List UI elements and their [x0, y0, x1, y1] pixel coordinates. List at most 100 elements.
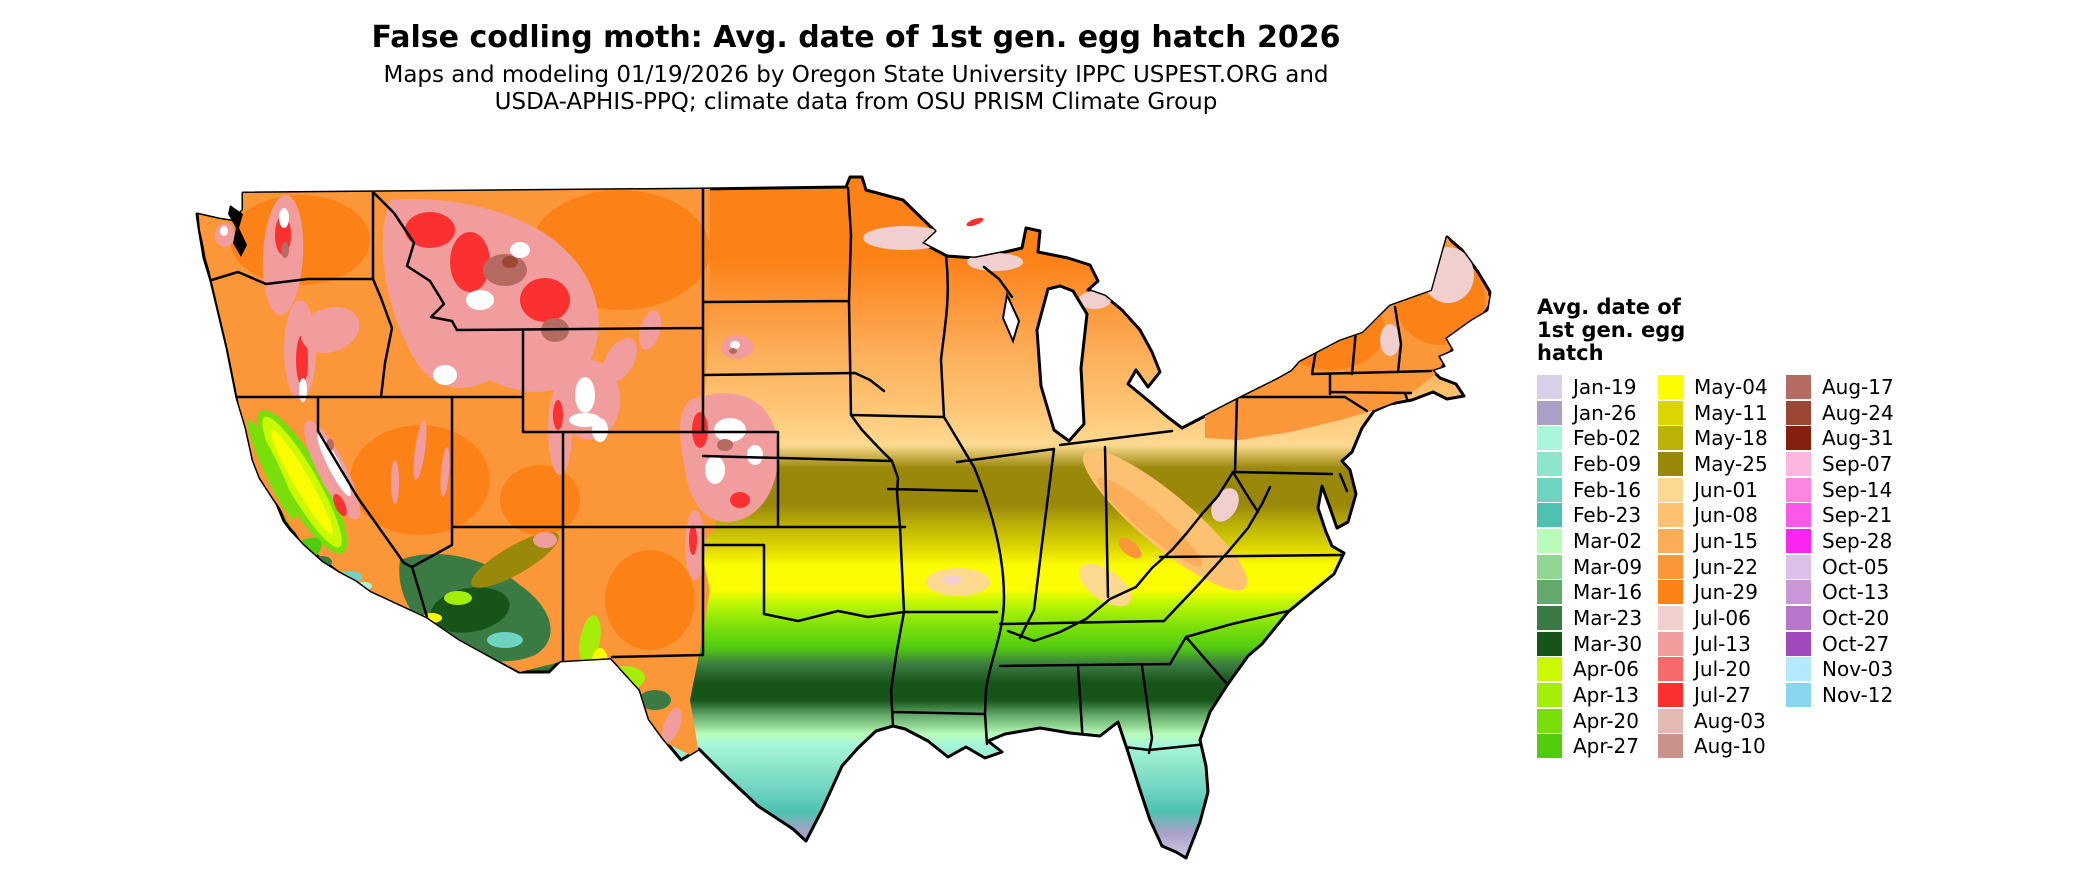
- legend-label: Sep-28: [1822, 528, 1893, 553]
- legend-label: Jun-08: [1694, 503, 1758, 528]
- terrain-blob: [533, 532, 557, 548]
- legend-row: Aug-31: [1786, 425, 1894, 451]
- terrain-blob: [605, 550, 695, 650]
- terrain-blob: [446, 646, 474, 658]
- legend-row: Apr-27: [1537, 734, 1642, 760]
- legend-swatch: [1658, 477, 1683, 502]
- legend-row: Oct-20: [1786, 605, 1894, 631]
- legend-swatch: [1537, 554, 1562, 579]
- legend-label: Feb-16: [1573, 477, 1642, 502]
- terrain-blob: [639, 310, 661, 350]
- legend-label: Aug-24: [1822, 400, 1894, 425]
- terrain-blob: [1079, 291, 1111, 309]
- terrain-blob: [247, 420, 297, 520]
- legend-row: Mar-30: [1537, 631, 1642, 657]
- legend-swatch: [1537, 528, 1562, 553]
- legend-column-1: Jan-19 Jan-26 Feb-02 Feb-09 Feb-16 Feb-23 Mar-…: [1537, 374, 1642, 759]
- legend-row: Sep-21: [1786, 502, 1894, 528]
- legend-row: Apr-13: [1537, 682, 1642, 708]
- legend-label: May-11: [1694, 400, 1768, 425]
- green-bay: [1001, 291, 1021, 344]
- legend-row: Mar-23: [1537, 605, 1642, 631]
- legend-label: Aug-31: [1822, 426, 1894, 451]
- terrain-blob: [729, 348, 737, 354]
- legend-title-line-2: 1st gen. egg: [1537, 318, 1686, 342]
- terrain-blob: [510, 242, 530, 258]
- legend-row: Feb-02: [1537, 425, 1642, 451]
- terrain-blob: [413, 420, 427, 480]
- legend-label: Sep-14: [1822, 477, 1893, 502]
- terrain-blob: [705, 456, 725, 484]
- legend-row: May-25: [1658, 451, 1768, 477]
- legend-label: Jun-22: [1694, 554, 1758, 579]
- terrain-blob: [317, 433, 351, 497]
- terrain-blob: [333, 493, 347, 517]
- legend-swatch: [1786, 503, 1811, 528]
- legend-swatch: [1537, 426, 1562, 451]
- legend-row: Jul-13: [1658, 631, 1768, 657]
- legend-row: Jun-01: [1658, 477, 1768, 503]
- legend-label: Mar-30: [1573, 631, 1643, 656]
- legend-label: Nov-03: [1822, 657, 1894, 682]
- legend-row: Sep-07: [1786, 451, 1894, 477]
- terrain-blob: [220, 226, 228, 236]
- legend-swatch: [1786, 451, 1811, 476]
- terrain-blob: [487, 632, 523, 648]
- legend-label: Oct-05: [1822, 554, 1890, 579]
- legend-swatch: [1537, 503, 1562, 528]
- legend-swatch: [1658, 683, 1683, 708]
- legend-swatch: [1658, 580, 1683, 605]
- legend-label: Jun-01: [1694, 477, 1758, 502]
- legend-row: Apr-20: [1537, 708, 1642, 734]
- legend-label: Apr-27: [1573, 734, 1639, 759]
- legend-label: Jul-13: [1694, 631, 1751, 656]
- terrain-blob: [502, 256, 518, 268]
- terrain-blob: [350, 425, 490, 535]
- legend-column-2: May-04 May-11 May-18 May-25 Jun-01 Jun-08 Jun-…: [1658, 374, 1768, 759]
- legend-row: Nov-12: [1786, 682, 1894, 708]
- legend-swatch: [1658, 400, 1683, 425]
- legend-row: Jun-08: [1658, 502, 1768, 528]
- legend-label: May-04: [1694, 374, 1768, 399]
- legend-swatch: [1537, 477, 1562, 502]
- legend-label: Feb-09: [1573, 451, 1642, 476]
- legend-row: Aug-10: [1658, 734, 1768, 760]
- legend-label: Jun-15: [1694, 528, 1758, 553]
- terrain-blob: [444, 591, 472, 605]
- terrain-blob: [942, 575, 962, 585]
- legend-swatch: [1658, 451, 1683, 476]
- legend-row: Jun-22: [1658, 554, 1768, 580]
- page-title: False codling moth: Avg. date of 1st gen…: [371, 20, 1341, 55]
- legend-row: Mar-16: [1537, 580, 1642, 606]
- terrain-blob: [450, 232, 490, 292]
- terrain-blob: [605, 666, 645, 690]
- terrain-blob: [592, 648, 608, 676]
- legend-row: Aug-03: [1658, 708, 1768, 734]
- legend-label: Mar-23: [1573, 606, 1643, 631]
- legend-row: Jul-20: [1658, 657, 1768, 683]
- legend-swatch: [1658, 631, 1683, 656]
- legend-swatch: [1658, 374, 1683, 399]
- legend-swatch: [1537, 606, 1562, 631]
- terrain-blob: [440, 447, 450, 497]
- terrain-blob: [281, 242, 289, 258]
- legend-row: Aug-24: [1786, 400, 1894, 426]
- legend-swatch: [1537, 708, 1562, 733]
- terrain-blob: [575, 377, 595, 413]
- legend-label: Oct-13: [1822, 580, 1890, 605]
- legend-swatch: [1786, 400, 1811, 425]
- legend-label: Aug-17: [1822, 374, 1894, 399]
- terrain-blob: [730, 492, 750, 508]
- isle-royale: [966, 217, 984, 227]
- legend-column-3: Aug-17 Aug-24 Aug-31 Sep-07 Sep-14 Sep-21 Sep-…: [1786, 374, 1894, 708]
- legend-swatch: [1658, 426, 1683, 451]
- legend-row: Apr-06: [1537, 657, 1642, 683]
- terrain-blob: [1320, 311, 1356, 333]
- terrain-blob: [433, 365, 457, 385]
- legend-swatch: [1786, 683, 1811, 708]
- legend-label: Feb-02: [1573, 426, 1642, 451]
- legend-label: Sep-07: [1822, 451, 1893, 476]
- legend-row: Feb-23: [1537, 502, 1642, 528]
- terrain-blob: [602, 338, 638, 382]
